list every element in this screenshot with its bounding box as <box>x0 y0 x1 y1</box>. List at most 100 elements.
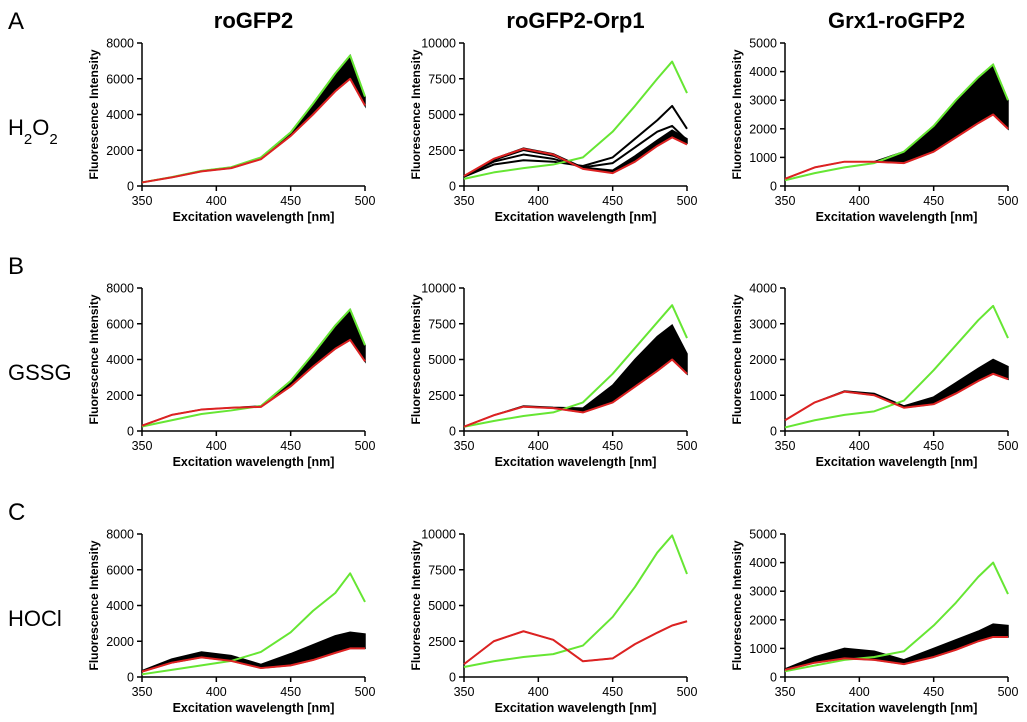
series-band-area <box>463 620 688 665</box>
y-tick-label: 0 <box>449 180 456 194</box>
x-tick-label: 500 <box>677 439 698 453</box>
series-line-green <box>463 304 688 428</box>
series-line-red <box>463 136 688 177</box>
series-line-green <box>463 60 688 180</box>
y-tick-label: 5000 <box>749 37 777 51</box>
x-axis-label: Excitation wavelength [nm] <box>495 455 657 469</box>
x-axis-label: Excitation wavelength [nm] <box>173 210 335 224</box>
y-tick-label: 4000 <box>106 108 134 122</box>
x-tick-label: 400 <box>849 194 870 208</box>
y-tick-label: 0 <box>127 180 134 194</box>
x-tick-label: 400 <box>206 439 227 453</box>
y-tick-label: 2000 <box>106 389 134 403</box>
series-line-green <box>784 561 1009 673</box>
x-tick-label: 350 <box>454 439 475 453</box>
y-axis-label: Fluorescence Intensity <box>730 294 744 424</box>
x-axis-label: Excitation wavelength [nm] <box>816 210 978 224</box>
y-tick-label: 0 <box>770 180 777 194</box>
y-tick-label: 2500 <box>428 144 456 158</box>
y-tick-label: 10000 <box>421 528 456 542</box>
series-line-green <box>141 572 366 676</box>
series-line-green <box>141 308 366 428</box>
series-band-area <box>463 129 688 177</box>
y-tick-label: 7500 <box>428 563 456 577</box>
y-tick-label: 4000 <box>106 599 134 613</box>
y-axis-label: Fluorescence Intensity <box>409 294 423 424</box>
x-tick-label: 450 <box>923 194 944 208</box>
y-axis-label: Fluorescence Intensity <box>87 49 101 179</box>
y-tick-label: 1000 <box>749 151 777 165</box>
series-line-red <box>141 77 366 184</box>
x-tick-label: 500 <box>998 439 1019 453</box>
series-line-intermediate <box>463 124 688 177</box>
y-tick-label: 4000 <box>749 282 777 296</box>
series-line-intermediate <box>463 104 688 178</box>
chart-panel: 0 2500 5000 7500 10000 350 400 450 500 Excitation… <box>409 528 697 716</box>
chart-panel: 0 1000 2000 3000 4000 5000 350 400 450 500 Excitat… <box>730 37 1018 225</box>
series-line-red <box>784 113 1009 180</box>
series-line-red <box>463 358 688 428</box>
y-tick-label: 7500 <box>428 72 456 86</box>
chart-panel: 0 1000 2000 3000 4000 350 400 450 500 Excitation … <box>730 282 1018 470</box>
series-line-green <box>463 534 688 668</box>
x-tick-label: 450 <box>602 439 623 453</box>
treatment-label: H2O2 <box>8 115 58 148</box>
y-tick-label: 1000 <box>749 389 777 403</box>
x-tick-label: 450 <box>602 194 623 208</box>
column-title: roGFP2 <box>214 8 293 33</box>
y-tick-label: 2000 <box>749 613 777 627</box>
y-tick-label: 1000 <box>749 642 777 656</box>
x-tick-label: 450 <box>923 685 944 699</box>
x-tick-label: 500 <box>998 685 1019 699</box>
series-line-red <box>141 647 365 673</box>
treatment-label: GSSG <box>8 360 72 385</box>
x-axis-label: Excitation wavelength [nm] <box>173 455 335 469</box>
x-tick-label: 350 <box>132 685 153 699</box>
x-tick-label: 350 <box>454 194 475 208</box>
y-axis-label: Fluorescence Intensity <box>730 49 744 179</box>
y-tick-label: 2000 <box>749 353 777 367</box>
panel-letter: B <box>8 253 24 280</box>
y-tick-label: 4000 <box>749 556 777 570</box>
x-tick-label: 400 <box>849 685 870 699</box>
y-tick-label: 8000 <box>106 37 134 51</box>
x-tick-label: 400 <box>528 194 549 208</box>
y-tick-label: 0 <box>449 425 456 439</box>
column-title: Grx1-roGFP2 <box>828 8 965 33</box>
x-tick-label: 350 <box>775 194 796 208</box>
x-tick-label: 350 <box>132 194 153 208</box>
y-tick-label: 6000 <box>106 563 134 577</box>
x-tick-label: 450 <box>602 685 623 699</box>
y-tick-label: 5000 <box>428 599 456 613</box>
y-tick-label: 8000 <box>106 282 134 296</box>
y-axis-label: Fluorescence Intensity <box>730 540 744 670</box>
series-line-red <box>463 620 688 665</box>
y-axis-label: Fluorescence Intensity <box>87 540 101 670</box>
y-tick-label: 8000 <box>106 528 134 542</box>
column-title: roGFP2-Orp1 <box>506 8 644 33</box>
y-tick-label: 2000 <box>106 635 134 649</box>
x-axis-label: Excitation wavelength [nm] <box>173 701 335 715</box>
y-tick-label: 7500 <box>428 317 456 331</box>
series-line-red <box>784 372 1009 422</box>
y-tick-label: 4000 <box>106 353 134 367</box>
x-tick-label: 500 <box>355 439 376 453</box>
y-tick-label: 0 <box>127 425 134 439</box>
y-axis-label: Fluorescence Intensity <box>409 49 423 179</box>
x-tick-label: 450 <box>280 194 301 208</box>
series-band-area <box>784 358 1009 421</box>
x-axis-label: Excitation wavelength [nm] <box>816 701 978 715</box>
y-tick-label: 0 <box>449 671 456 685</box>
x-axis-label: Excitation wavelength [nm] <box>495 701 657 715</box>
x-tick-label: 400 <box>206 685 227 699</box>
series-line-green <box>784 63 1009 182</box>
x-tick-label: 500 <box>355 194 376 208</box>
chart-panel: 0 2000 4000 6000 8000 350 400 450 500 Excitation … <box>87 37 375 225</box>
y-axis-label: Fluorescence Intensity <box>87 294 101 424</box>
chart-panel: 0 2000 4000 6000 8000 350 400 450 500 Excitation … <box>87 282 375 470</box>
y-tick-label: 0 <box>770 671 777 685</box>
series-band-area <box>141 54 366 184</box>
x-tick-label: 450 <box>280 439 301 453</box>
x-tick-label: 500 <box>355 685 376 699</box>
